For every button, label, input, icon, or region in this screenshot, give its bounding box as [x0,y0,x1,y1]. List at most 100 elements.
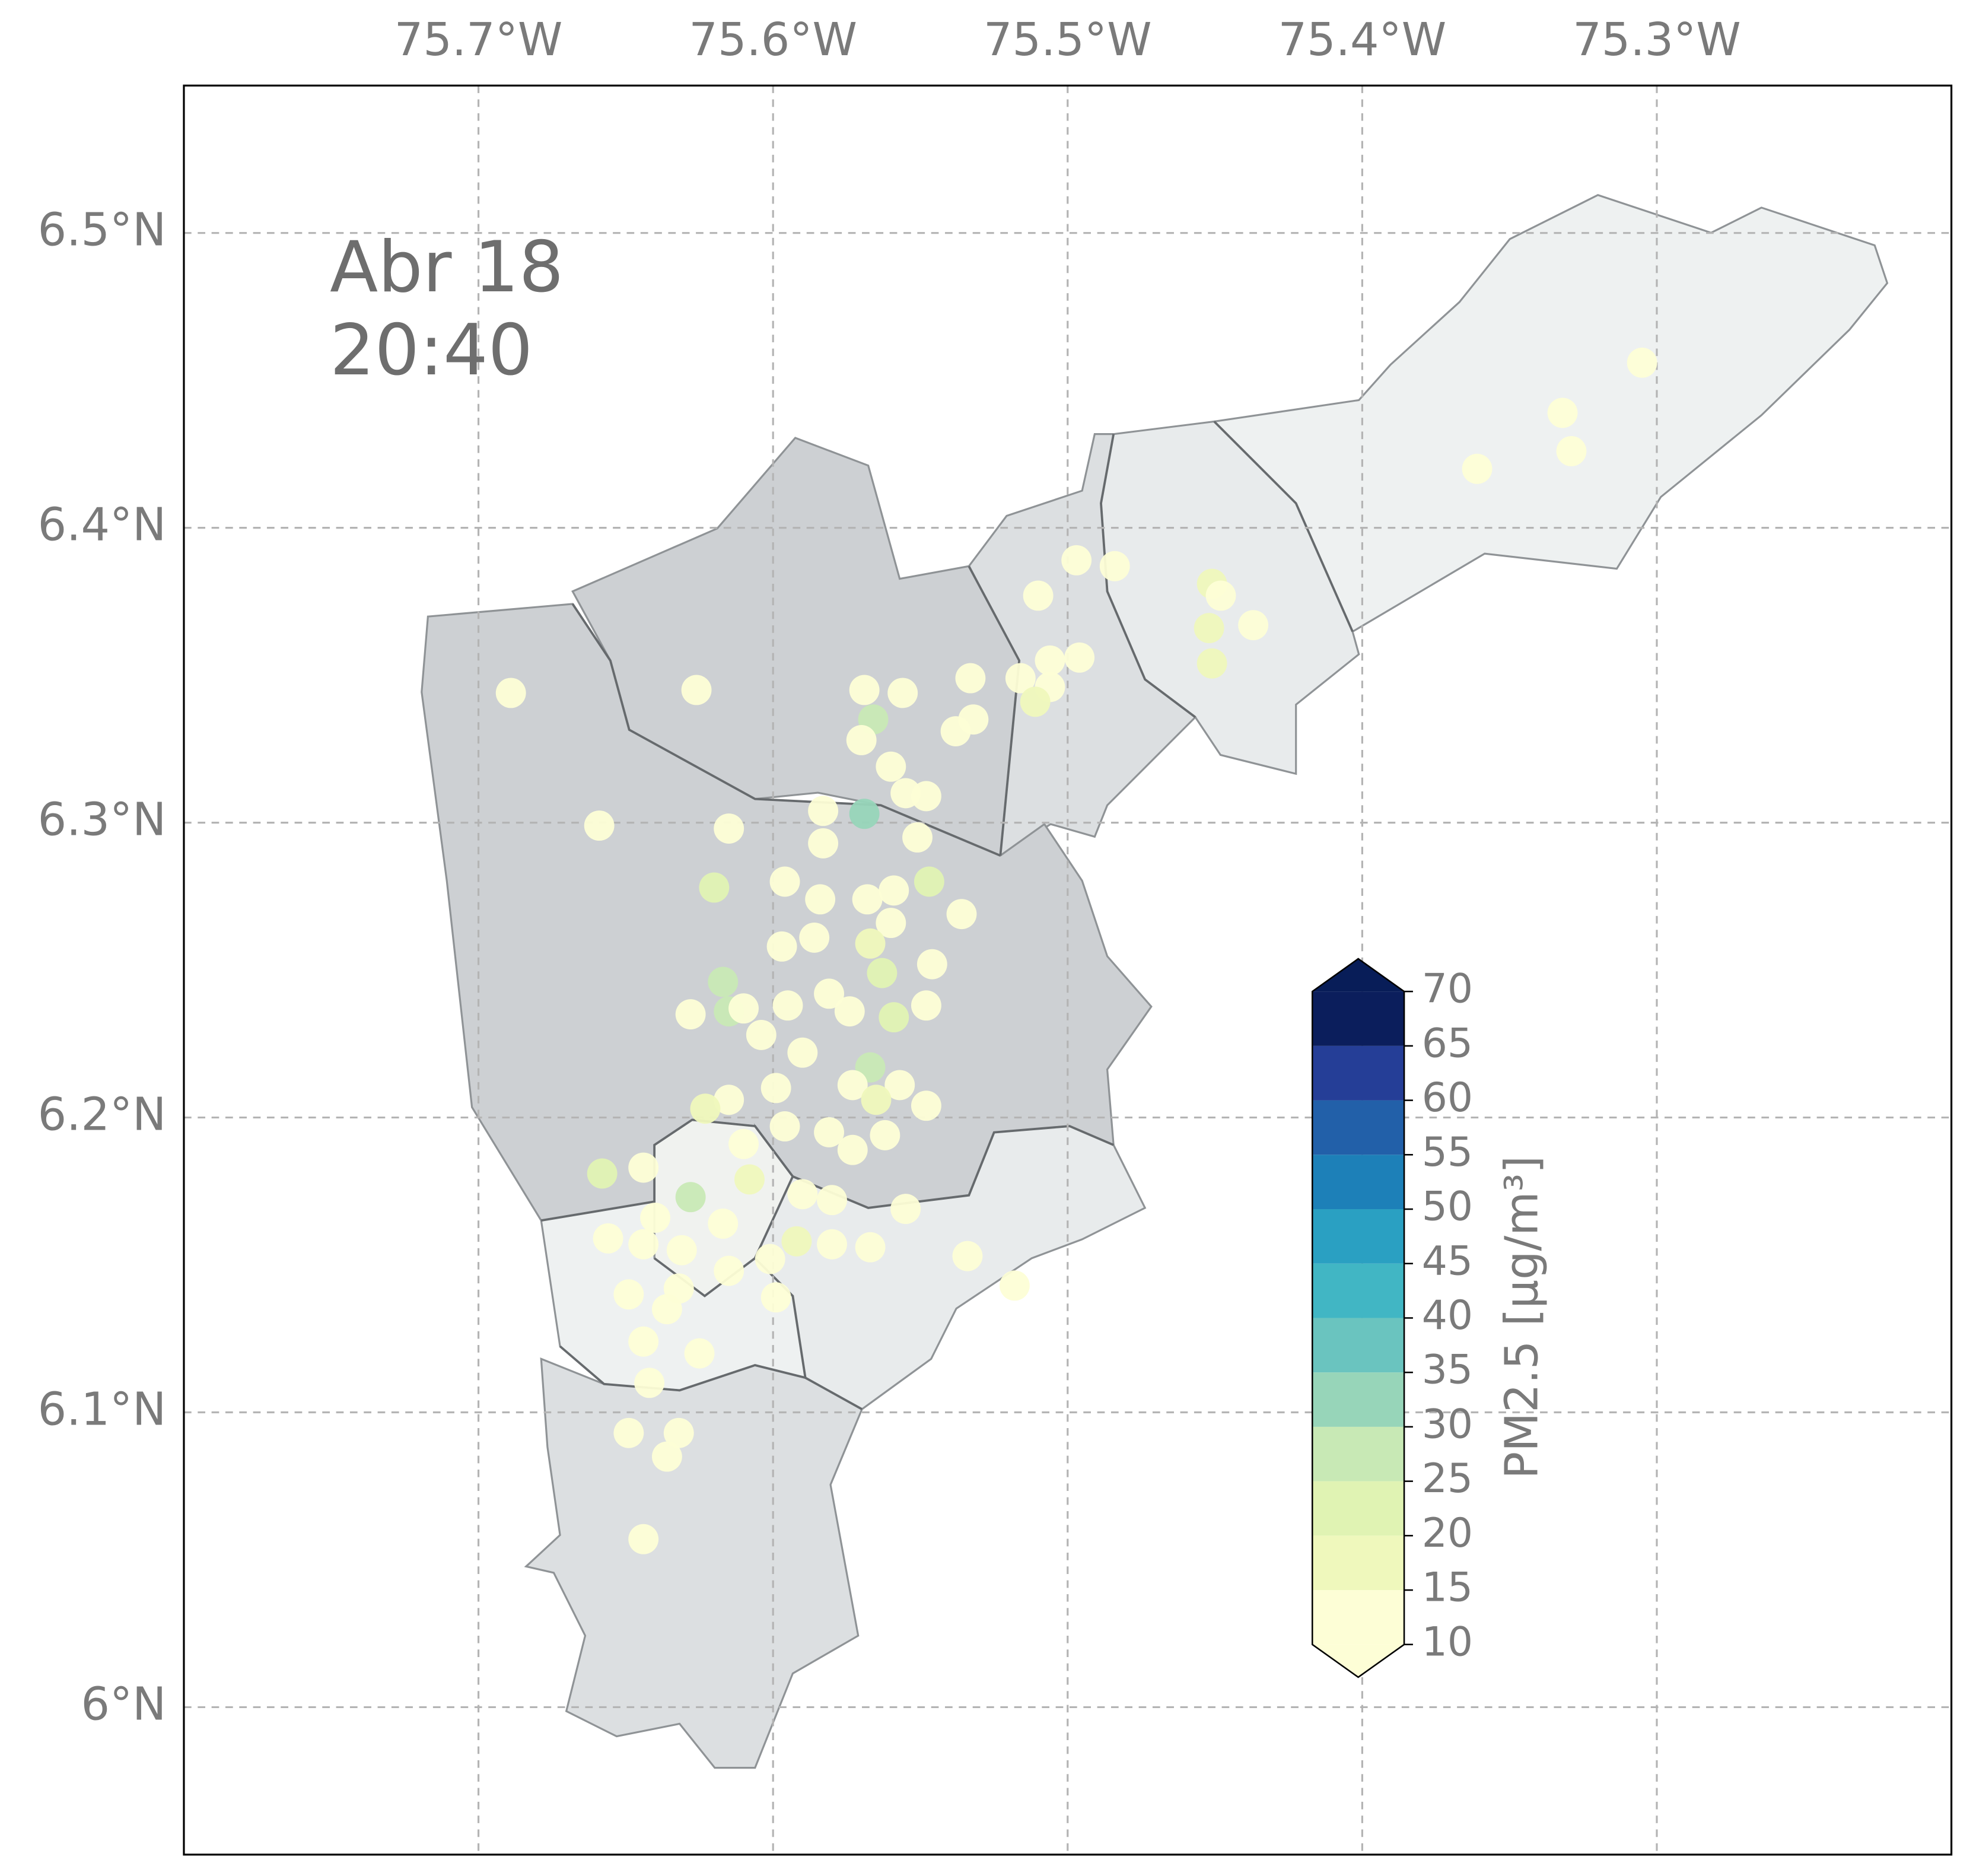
station [1061,545,1092,575]
station [628,1524,659,1554]
station [849,675,880,705]
station [769,866,800,897]
station [837,1070,868,1101]
colorbar-tick-label: 20 [1422,1510,1473,1557]
colorbar-band [1312,1100,1405,1155]
colorbar-tick-label: 10 [1422,1619,1473,1665]
station [708,966,739,997]
station [734,1164,765,1195]
station [1547,398,1578,428]
station [890,1194,921,1225]
station [1099,551,1130,581]
station [1023,580,1054,611]
colorbar-tick-label: 65 [1422,1020,1473,1067]
colorbar-tick-label: 25 [1422,1455,1473,1502]
y-tick-label: 6.5°N [38,204,167,257]
colorbar-band [1312,1481,1405,1536]
x-tick-label: 75.7°W [394,14,563,66]
station [814,978,844,1009]
station [917,949,947,980]
station [879,1002,909,1033]
station [760,1073,791,1104]
station [814,1117,844,1147]
colorbar-band [1312,1209,1405,1264]
station [681,675,712,705]
colorbar-band [1312,1045,1405,1101]
station [1196,648,1227,679]
colorbar-tick-label: 45 [1422,1238,1473,1284]
station [955,663,986,694]
x-tick-label: 75.5°W [984,14,1152,66]
colorbar-band [1312,1155,1405,1210]
station [675,999,706,1030]
station [651,1441,682,1472]
station [902,822,933,853]
station [884,1070,915,1101]
colorbar: 10 15 20 25 30 35 40 45 50 55 60 65 70 [1311,958,1473,1678]
station [1035,645,1065,676]
municipalities [421,193,1889,1769]
station [628,1152,659,1183]
station [946,899,977,930]
colorbar-extend-over [1312,958,1405,992]
map-frame [183,84,1953,1856]
station [613,1279,644,1310]
station [808,828,839,858]
station [587,1158,618,1189]
station [634,1368,665,1398]
station [852,884,883,915]
station [808,796,839,826]
station [714,813,744,844]
station [787,1037,818,1068]
colorbar-tick-label: 60 [1422,1074,1473,1121]
station [690,1093,721,1124]
station [911,781,941,812]
grid [183,85,1952,1855]
station [675,1182,706,1213]
colorbar-tick-label: 15 [1422,1565,1473,1611]
station [769,1111,800,1142]
colorbar-tick-label: 30 [1422,1401,1473,1448]
station [999,1270,1030,1301]
station [746,1019,777,1050]
tick-labels: 75.7°W 75.6°W 75.5°W 75.4°W 75.3°W 6.5°N 6.4°N… [38,14,1741,1731]
colorbar-band [1312,1263,1405,1318]
station [879,875,909,906]
station [728,993,759,1024]
colorbar-band [1312,1590,1405,1645]
station [914,866,944,897]
y-tick-label: 6.1°N [38,1383,167,1436]
inner-border [540,421,1354,1410]
station [640,1203,670,1233]
date-label: Abr 18 [330,227,564,309]
colorbar-band [1312,1318,1405,1373]
station [867,958,898,988]
station [958,704,989,735]
colorbar-band [1312,1372,1405,1427]
station [593,1223,623,1254]
station [817,1185,847,1216]
colorbar-band [1312,1535,1405,1591]
stations [495,347,1657,1554]
station [837,1134,868,1165]
station [817,1229,847,1260]
station [781,1226,812,1257]
colorbar-tick-label: 55 [1422,1129,1473,1176]
station [805,884,836,915]
station [714,1255,744,1286]
station [846,725,877,755]
station [628,1326,659,1357]
station [1020,686,1051,717]
colorbar-tick-label: 50 [1422,1184,1473,1230]
y-tick-label: 6.4°N [38,499,167,552]
colorbar-tick-label: 35 [1422,1347,1473,1394]
colorbar-label: PM2.5 [μg/m³] [1496,1156,1549,1479]
station [855,928,886,959]
station [861,1085,892,1115]
station [699,872,730,903]
station [495,678,526,708]
station [952,1241,983,1271]
station [613,1417,644,1448]
